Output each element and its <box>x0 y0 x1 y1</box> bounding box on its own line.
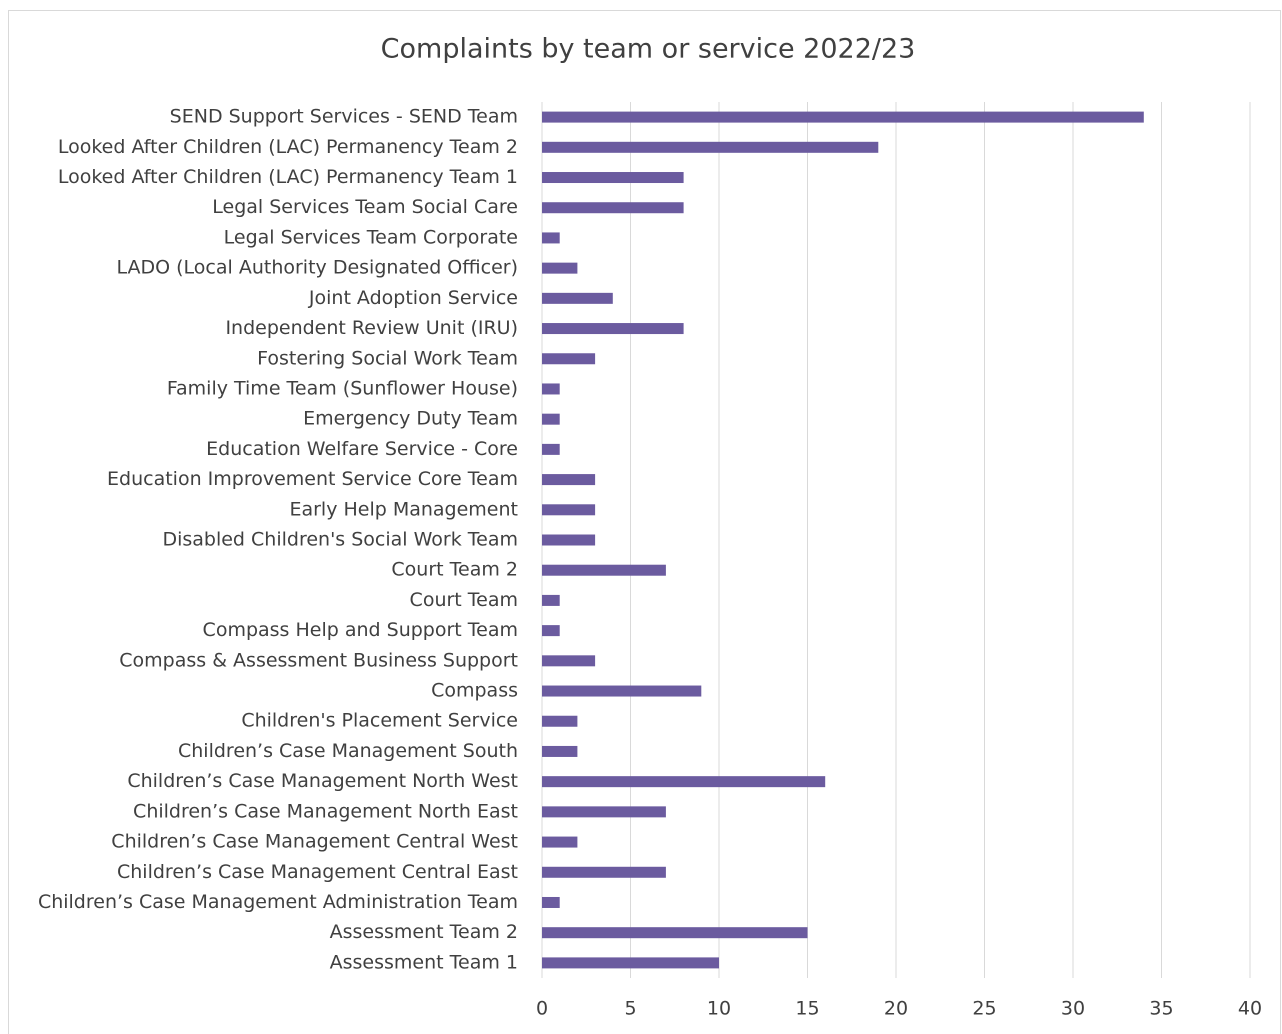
x-tick-label: 35 <box>1149 998 1173 1020</box>
y-tick-label: Children's Placement Service <box>241 710 518 732</box>
bar <box>542 353 596 365</box>
y-tick-label: Legal Services Team Social Care <box>212 196 518 218</box>
x-tick-label: 15 <box>795 998 819 1020</box>
bar <box>542 927 808 939</box>
bar <box>542 232 560 244</box>
bar <box>542 202 684 214</box>
y-tick-label: Court Team 2 <box>391 559 518 581</box>
bar <box>542 806 666 818</box>
y-tick-label: Legal Services Team Corporate <box>224 226 518 248</box>
y-tick-label: Compass & Assessment Business Support <box>119 649 518 671</box>
x-tick-label: 10 <box>707 998 731 1020</box>
bar <box>542 655 596 667</box>
y-tick-label: Children’s Case Management North West <box>127 770 518 792</box>
bar <box>542 836 578 848</box>
y-tick-label: Early Help Management <box>289 498 518 520</box>
bar <box>542 685 702 697</box>
bar <box>542 292 613 304</box>
y-tick-label: Assessment Team 1 <box>330 951 518 973</box>
bar <box>542 413 560 425</box>
y-tick-label: Compass Help and Support Team <box>203 619 518 641</box>
bar <box>542 111 1144 123</box>
y-tick-label: Family Time Team (Sunflower House) <box>167 377 518 399</box>
x-tick-label: 30 <box>1061 998 1085 1020</box>
bar <box>542 262 578 274</box>
bar <box>542 745 578 757</box>
bar <box>542 594 560 606</box>
y-tick-label: Compass <box>431 680 518 702</box>
y-tick-label: Fostering Social Work Team <box>257 347 518 369</box>
chart-title: Complaints by team or service 2022/23 <box>381 34 916 65</box>
y-tick-label: Looked After Children (LAC) Permanency T… <box>58 166 518 188</box>
y-tick-label: Assessment Team 2 <box>330 921 518 943</box>
bar <box>542 776 826 788</box>
bar <box>542 443 560 455</box>
y-tick-label: Children’s Case Management South <box>178 740 518 762</box>
y-tick-label: Looked After Children (LAC) Permanency T… <box>58 136 518 158</box>
y-tick-label: Children’s Case Management Central West <box>111 831 518 853</box>
bar <box>542 141 879 153</box>
bar <box>542 715 578 727</box>
x-tick-label: 20 <box>884 998 908 1020</box>
y-tick-label: Disabled Children's Social Work Team <box>162 529 518 551</box>
y-tick-label: Education Improvement Service Core Team <box>107 468 518 490</box>
bar <box>542 896 560 908</box>
bar <box>542 564 666 576</box>
bar <box>542 323 684 335</box>
bar <box>542 534 596 546</box>
y-tick-label: SEND Support Services - SEND Team <box>170 106 518 128</box>
x-tick-label: 25 <box>972 998 996 1020</box>
bar <box>542 866 666 878</box>
bar <box>542 957 719 969</box>
y-tick-label: Education Welfare Service - Core <box>206 438 518 460</box>
y-tick-label: Children’s Case Management North East <box>133 800 518 822</box>
bar <box>542 504 596 516</box>
bar <box>542 383 560 395</box>
x-tick-label: 40 <box>1238 998 1262 1020</box>
y-tick-label: LADO (Local Authority Designated Officer… <box>117 257 519 279</box>
x-tick-label: 5 <box>624 998 636 1020</box>
y-tick-label: Joint Adoption Service <box>308 287 518 309</box>
y-tick-label: Court Team <box>410 589 518 611</box>
y-tick-label: Independent Review Unit (IRU) <box>225 317 518 339</box>
y-tick-label: Children’s Case Management Administratio… <box>38 891 518 913</box>
y-tick-label: Emergency Duty Team <box>303 408 518 430</box>
y-tick-label: Children’s Case Management Central East <box>117 861 518 883</box>
bar <box>542 172 684 184</box>
bar <box>542 474 596 486</box>
bar <box>542 625 560 637</box>
x-tick-label: 0 <box>536 998 548 1020</box>
